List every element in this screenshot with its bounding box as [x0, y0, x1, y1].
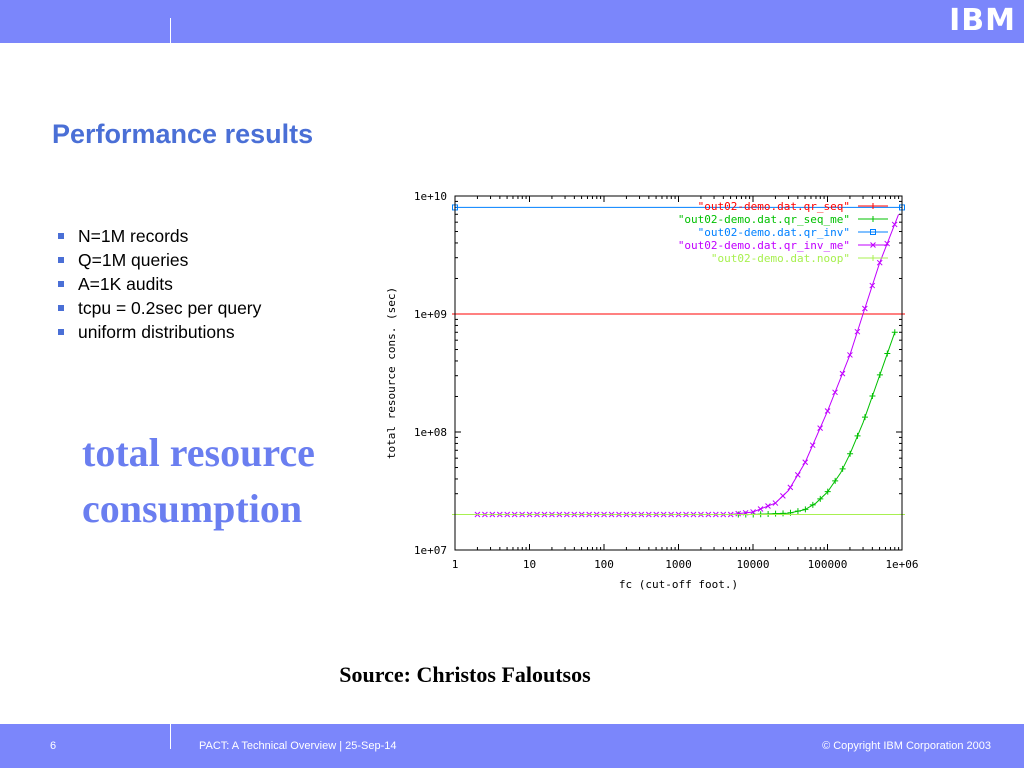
bullet-text: tcpu = 0.2sec per query	[78, 298, 262, 318]
highlight-text: total resource consumption	[82, 425, 315, 537]
data-point	[735, 510, 742, 517]
x-tick-label: 10	[523, 558, 536, 571]
x-tick-label: 100000	[808, 558, 848, 571]
ibm-logo: IBM	[949, 3, 1016, 38]
data-point	[861, 414, 868, 421]
bullet-square-icon	[58, 305, 64, 311]
data-point	[869, 392, 876, 399]
data-point	[876, 259, 883, 266]
x-tick-label: 1000	[665, 558, 692, 571]
copyright-text: © Copyright IBM Corporation 2003	[822, 740, 991, 752]
bullet-text: Q=1M queries	[78, 250, 189, 270]
bullet-square-icon	[58, 233, 64, 239]
data-point	[780, 493, 786, 499]
data-point	[832, 477, 839, 484]
plot-frame	[454, 195, 903, 551]
chart-series	[452, 204, 905, 518]
data-point	[832, 389, 838, 396]
chart-legend: "out02-demo.dat.qr_seq""out02-demo.dat.q…	[678, 200, 888, 265]
data-point	[794, 508, 801, 515]
legend-marker	[870, 203, 876, 209]
data-point	[824, 488, 831, 495]
data-point	[817, 495, 824, 502]
data-point	[757, 506, 764, 512]
page-number: 6	[50, 740, 57, 752]
y-tick-label: 1e+08	[414, 426, 447, 439]
footer-bar: 6 PACT: A Technical Overview | 25-Sep-14…	[0, 724, 1024, 768]
y-tick-label: 1e+07	[414, 544, 447, 557]
data-point	[772, 500, 779, 506]
data-point	[854, 328, 861, 335]
data-point	[876, 371, 883, 378]
bullet-item: N=1M records	[58, 224, 261, 248]
x-tick-label: 1	[452, 558, 459, 571]
legend-marker	[870, 229, 876, 235]
data-point	[884, 350, 891, 357]
legend-label: "out02-demo.dat.qr_inv_me"	[678, 239, 850, 252]
bullet-item: tcpu = 0.2sec per query	[58, 296, 261, 320]
top-bar: IBM	[0, 0, 1024, 43]
bullet-square-icon	[58, 257, 64, 263]
legend-marker	[870, 255, 876, 261]
bullet-square-icon	[58, 329, 64, 335]
legend-marker	[870, 242, 876, 248]
highlight-line-2: consumption	[82, 486, 303, 531]
bullet-item: Q=1M queries	[58, 248, 261, 272]
resource-consumption-chart: 1 10 100 1000 10000 100000 1e+06 1e+07 1e+08 1e+0…	[385, 190, 919, 591]
series-line	[455, 332, 896, 515]
top-bar-divider	[170, 18, 171, 43]
data-point	[891, 221, 898, 228]
y-axis-label: total resource cons. (sec)	[385, 287, 398, 459]
bullet-list: N=1M records Q=1M queries A=1K audits tc…	[58, 224, 261, 344]
legend-label: "out02-demo.dat.qr_seq"	[698, 200, 850, 213]
data-point	[839, 465, 846, 472]
bullet-item: uniform distributions	[58, 320, 261, 344]
data-point	[750, 509, 756, 515]
data-point	[772, 510, 779, 517]
x-axis-label: fc (cut-off foot.)	[619, 578, 738, 591]
slide-title: Performance results	[52, 119, 314, 149]
legend-label: "out02-demo.dat.qr_inv"	[698, 226, 850, 239]
x-tick-label: 100	[594, 558, 614, 571]
data-point	[809, 501, 816, 508]
data-point	[794, 472, 801, 478]
bullet-square-icon	[58, 281, 64, 287]
data-point	[802, 506, 809, 513]
bullet-text: A=1K audits	[78, 274, 173, 294]
highlight-line-1: total resource	[82, 430, 315, 475]
bullet-item: A=1K audits	[58, 272, 261, 296]
data-point	[839, 370, 846, 377]
chart-ticks: 1 10 100 1000 10000 100000 1e+06 1e+07 1e+08 1e+0…	[414, 190, 919, 571]
y-tick-label: 1e+09	[414, 308, 447, 321]
legend-label: "out02-demo.dat.noop"	[711, 252, 850, 265]
bullet-text: N=1M records	[78, 226, 189, 246]
x-tick-label: 10000	[736, 558, 769, 571]
presentation-info: PACT: A Technical Overview | 25-Sep-14	[199, 740, 397, 752]
legend-marker	[870, 216, 876, 222]
bullet-text: uniform distributions	[78, 322, 235, 342]
x-tick-label: 1e+06	[885, 558, 918, 571]
y-tick-label: 1e+10	[414, 190, 447, 203]
data-point	[854, 432, 861, 439]
data-point	[861, 305, 868, 312]
legend-label: "out02-demo.dat.qr_seq_me"	[678, 213, 850, 226]
data-point	[809, 442, 816, 449]
data-point	[802, 459, 809, 466]
data-point	[869, 282, 876, 289]
data-point	[891, 329, 898, 336]
data-point	[847, 352, 853, 358]
data-point	[847, 450, 854, 457]
source-caption: Source: Christos Faloutsos	[339, 662, 591, 687]
footer-divider	[170, 724, 171, 749]
data-point	[787, 484, 794, 491]
data-point	[824, 408, 831, 414]
data-point	[817, 425, 823, 431]
data-point	[765, 503, 771, 509]
data-point	[765, 510, 772, 517]
data-point	[780, 510, 787, 517]
